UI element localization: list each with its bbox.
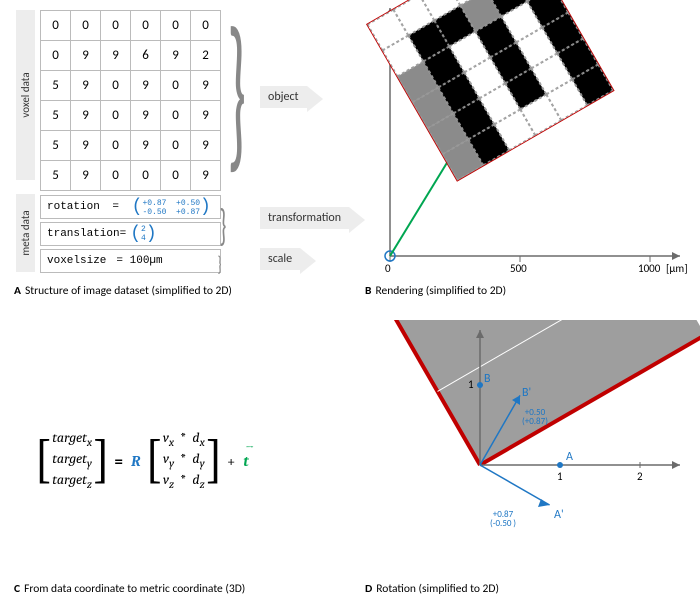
formula: [ targetx targety targetz ] = R [ vx * d… [34,430,249,492]
mat-r0: +0.87 +0.50 [142,199,200,208]
panel-c: [ targetx targety targetz ] = R [ vx * d… [0,320,350,580]
voxel-cell: 9 [71,71,101,101]
panel-d-svg [360,320,700,578]
voxel-cell: 9 [71,101,101,131]
equals: = [106,201,126,213]
voxel-cell: 0 [101,71,131,101]
brace-icon: } [227,46,246,136]
voxel-cell: 0 [161,11,191,41]
xtick-2: 2 [637,470,643,483]
paren-icon: ) [200,200,211,214]
pt-B: B [484,372,491,386]
voxel-cell: 0 [131,161,161,191]
vec-Bp: (+0.50+0.87) [522,408,548,426]
caption-c: CFrom data coordinate to metric coordina… [14,582,245,596]
voxel-cell: 9 [131,71,161,101]
paren-icon: ( [130,227,141,241]
voxel-cell: 0 [101,101,131,131]
voxel-cell: 9 [191,131,221,161]
voxel-cell: 9 [101,41,131,71]
caption-d: DRotation (simplified to 2D) [365,582,499,596]
caption-b: BRendering (simplified to 2D) [365,284,506,298]
paren-icon: ( [132,200,143,214]
voxel-cell: 0 [161,131,191,161]
meta-voxelsize-label: voxelsize [47,255,106,267]
voxel-cell: 0 [161,101,191,131]
voxel-cell: 0 [101,11,131,41]
callout-object: object [260,86,307,108]
callout-transformation: transformation [260,207,349,229]
panel-a: voxel data meta data 0000000996925909095… [0,0,360,300]
pt-Bp: B' [522,386,531,400]
voxel-cell: 0 [161,71,191,101]
voxel-cell: 9 [71,131,101,161]
mat-r1: -0.50 +0.87 [142,208,200,217]
brace-icon: } [218,250,221,277]
voxel-cell: 9 [161,41,191,71]
xunit: [µm] [666,262,688,275]
meta-translation-label: translation= [47,228,126,240]
voxel-cell: 6 [131,41,161,71]
voxel-cell: 9 [191,71,221,101]
voxel-cell: 5 [41,101,71,131]
voxel-cell: 9 [131,101,161,131]
voxel-cell: 9 [191,101,221,131]
voxel-cell: 0 [101,161,131,191]
voxel-cell: 9 [131,131,161,161]
callout-scale: scale [260,248,300,270]
voxel-cell: 0 [191,11,221,41]
ytick-1: 1 [468,378,474,391]
xtick-1: 1 [557,470,563,483]
label-voxel-data: voxel data [16,10,35,180]
voxel-cell: 0 [41,41,71,71]
voxel-cell: 9 [71,161,101,191]
voxel-cell: 2 [191,41,221,71]
voxel-cell: 0 [131,11,161,41]
paren-icon: ) [146,227,157,241]
pt-A: A [566,450,573,464]
xtick-2: 1000 [638,262,660,275]
voxel-cell: 0 [41,11,71,41]
voxel-cell: 5 [41,131,71,161]
caption-a: AStructure of image dataset (simplified … [14,284,232,298]
voxel-cell: 0 [71,11,101,41]
voxel-cell: 5 [41,71,71,101]
xtick-1: 500 [510,262,527,275]
meta-voxelsize: voxelsize = 100µm [40,249,221,273]
brace-icon: } [219,198,226,252]
meta-rotation: rotation = ( +0.87 +0.50 -0.50 +0.87 ) [40,195,221,219]
voxel-cell: 0 [161,161,191,191]
meta-translation: translation= ( 2 4 ) [40,222,221,246]
meta-rotation-label: rotation [47,201,100,213]
pt-Ap: A' [554,508,564,522]
vec-Ap: (+0.87-0.50) [490,510,516,528]
panel-b: 0 500 1000 [µm] [360,0,700,300]
voxel-cell: 9 [71,41,101,71]
meta-voxelsize-value: = 100µm [116,255,162,267]
voxel-cell: 5 [41,161,71,191]
voxel-cell: 0 [101,131,131,161]
xtick-0: 0 [385,262,391,275]
label-meta-data: meta data [16,194,35,272]
voxel-grid: 000000099692590909590909590909590009 [40,10,221,191]
voxel-cell: 9 [191,161,221,191]
panel-d: A A' B B' 1 2 1 (+0.50+0.87) (+0.87-0.50… [360,320,700,580]
